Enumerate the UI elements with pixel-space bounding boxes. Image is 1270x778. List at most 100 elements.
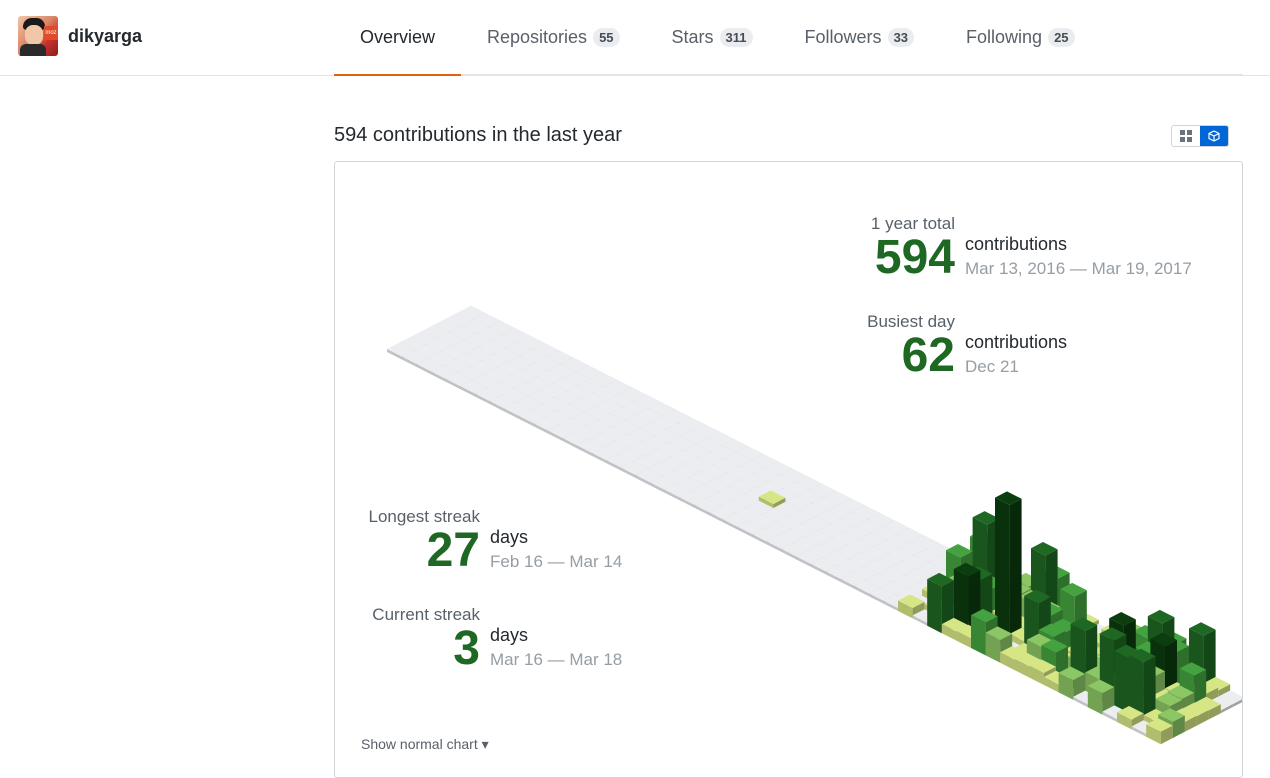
cell-face-left (941, 624, 957, 641)
cell-face-top (517, 335, 544, 349)
cell-face-top (1194, 696, 1221, 711)
cell-face-top (700, 464, 727, 479)
stat-label: Busiest day (867, 312, 955, 331)
cell-face-top (449, 325, 477, 339)
cell-face-top (953, 562, 981, 577)
username[interactable]: dikyarga (68, 25, 143, 46)
user-badge[interactable]: moz dikyarga (18, 16, 142, 56)
cell-face-top (695, 437, 722, 452)
cell-face-top (720, 499, 747, 513)
cell-face-top (416, 357, 443, 372)
cell-face-top (691, 484, 718, 499)
cell-face-left (533, 423, 548, 434)
cell-face-top (561, 357, 588, 371)
tab-label: Stars (671, 27, 714, 47)
cell-face-top (606, 453, 633, 468)
cell-face-top (853, 505, 880, 519)
cell-face-left (460, 386, 475, 397)
cell-face-top (428, 351, 455, 365)
cell-face-top (822, 551, 849, 565)
avatar[interactable]: moz (18, 16, 58, 56)
grid-view-button[interactable] (1172, 126, 1200, 146)
cell-face-top (780, 468, 807, 482)
cell-face-left (1129, 655, 1144, 724)
cell-face-top (593, 385, 620, 400)
cell-face-top (440, 345, 467, 359)
cell-face-top (576, 439, 604, 453)
cell-face-top (1117, 706, 1144, 720)
cell-face-top (843, 525, 871, 539)
cell-face-left (649, 482, 665, 493)
tab-label: Followers (804, 27, 882, 47)
cell-face-top (533, 416, 560, 431)
cell-face-top (612, 420, 640, 434)
cell-face-top (892, 574, 920, 589)
cell-face-top (632, 455, 660, 469)
cell-face-top (413, 344, 441, 358)
cell-face-left (1117, 712, 1132, 730)
tab-stars[interactable]: Stars 311 (646, 0, 779, 75)
cell-face-top (705, 492, 733, 506)
cell-face-top (722, 513, 750, 527)
cell-face-top (478, 340, 506, 354)
cell-face-top (678, 416, 705, 431)
cell-face-top (527, 389, 555, 404)
cell-face-top (542, 397, 569, 411)
tab-followers[interactable]: Followers 33 (779, 0, 941, 75)
cell-face-top (819, 537, 847, 552)
stat-range: Dec 21 (965, 357, 1019, 376)
stat-busiest: Busiest day 62 contributions Dec 21 (855, 312, 1067, 380)
cell-face-top (785, 495, 812, 510)
cell-face-top (814, 510, 842, 524)
cell-face-left (1000, 652, 1015, 671)
cube-icon (1208, 130, 1220, 142)
cell-face-top (831, 531, 859, 545)
cell-face-left (693, 504, 709, 515)
cell-face-top (656, 442, 684, 457)
cell-face-top (773, 501, 800, 516)
cell-face-left (518, 415, 533, 426)
cell-face-top (683, 443, 710, 458)
cell-face-top (532, 342, 559, 357)
cell-face-top (724, 452, 751, 466)
cell-face-top (753, 467, 781, 481)
cell-face-top (496, 361, 523, 375)
cell-face-top (680, 430, 708, 444)
cube-view-button[interactable] (1200, 126, 1228, 146)
tab-repositories[interactable]: Repositories 55 (461, 0, 646, 75)
cell-face-top (447, 311, 474, 326)
cell-face-left (1102, 711, 1117, 722)
cell-face-top (618, 447, 645, 462)
contribution-panel: 1 year total 594 contributions Mar 13, 2… (334, 161, 1243, 778)
contributions-heading: 594 contributions in the last year (334, 124, 622, 146)
cell-face-top (880, 580, 908, 595)
show-normal-chart-link[interactable]: Show normal chart ▾ (361, 736, 489, 752)
cell-face-left (1014, 659, 1030, 678)
cell-face-top (600, 426, 628, 441)
cell-face-top (1060, 582, 1087, 597)
cell-face-top (885, 533, 912, 548)
tab-label: Overview (360, 27, 436, 47)
cell-face-top (605, 379, 632, 394)
cell-face-top (1182, 702, 1209, 717)
cell-face-top (651, 415, 678, 429)
cell-face-top (736, 446, 763, 460)
tab-overview[interactable]: Overview (334, 0, 462, 76)
cell-face-top (985, 626, 1013, 640)
cell-face-top (764, 521, 791, 536)
cell-face-top (505, 341, 532, 355)
cell-face-left (620, 467, 636, 478)
cell-face-top (399, 336, 426, 351)
avatar-sign: moz (44, 26, 58, 40)
cell-face-top (721, 438, 749, 453)
cell-face-top (1070, 617, 1098, 632)
cell-face-top (1189, 622, 1216, 636)
cell-face-top (460, 379, 487, 394)
cell-face-top (610, 406, 637, 421)
cell-face-top (666, 422, 693, 437)
cell-face-top (603, 440, 630, 454)
stat-label: Current streak (372, 605, 480, 624)
tab-following[interactable]: Following 25 (940, 0, 1101, 75)
cell-face-top (525, 376, 552, 390)
cell-face-top (795, 550, 823, 564)
